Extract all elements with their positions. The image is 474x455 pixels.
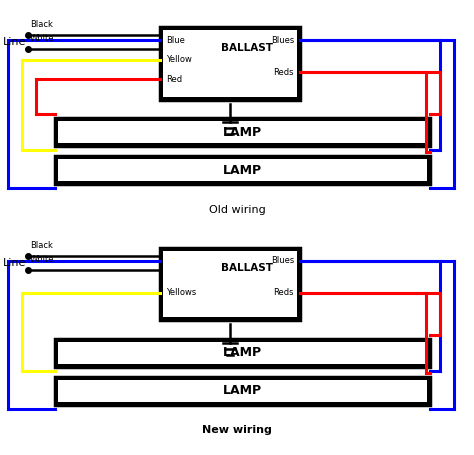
Text: Black: Black xyxy=(30,20,53,29)
Bar xyxy=(58,342,427,364)
Text: Line: Line xyxy=(3,37,26,47)
Text: LAMP: LAMP xyxy=(223,384,262,398)
Text: Yellow: Yellow xyxy=(166,56,192,64)
Text: White: White xyxy=(30,34,55,43)
Bar xyxy=(58,121,427,143)
Bar xyxy=(163,30,297,97)
Text: Old wiring: Old wiring xyxy=(209,205,265,215)
Text: Yellows: Yellows xyxy=(166,288,196,298)
Text: BALLAST: BALLAST xyxy=(221,43,273,52)
Bar xyxy=(55,156,430,184)
Text: Blue: Blue xyxy=(166,36,185,45)
Bar xyxy=(58,159,427,182)
Text: LAMP: LAMP xyxy=(223,346,262,359)
Text: Black: Black xyxy=(30,241,53,250)
Text: Red: Red xyxy=(166,75,182,84)
Bar xyxy=(160,248,300,320)
Text: New wiring: New wiring xyxy=(202,425,272,435)
Text: Reds: Reds xyxy=(273,288,294,298)
Text: White: White xyxy=(30,255,55,264)
Bar xyxy=(55,339,430,367)
Bar xyxy=(55,377,430,405)
Text: LAMP: LAMP xyxy=(223,164,262,177)
Text: Blues: Blues xyxy=(271,36,294,45)
Bar xyxy=(55,118,430,146)
Text: LAMP: LAMP xyxy=(223,126,262,138)
Text: Blues: Blues xyxy=(271,257,294,265)
Text: BALLAST: BALLAST xyxy=(221,263,273,273)
Text: Reds: Reds xyxy=(273,68,294,77)
Text: Line: Line xyxy=(3,258,26,268)
Bar xyxy=(58,380,427,402)
Bar xyxy=(163,251,297,318)
Bar xyxy=(160,27,300,100)
